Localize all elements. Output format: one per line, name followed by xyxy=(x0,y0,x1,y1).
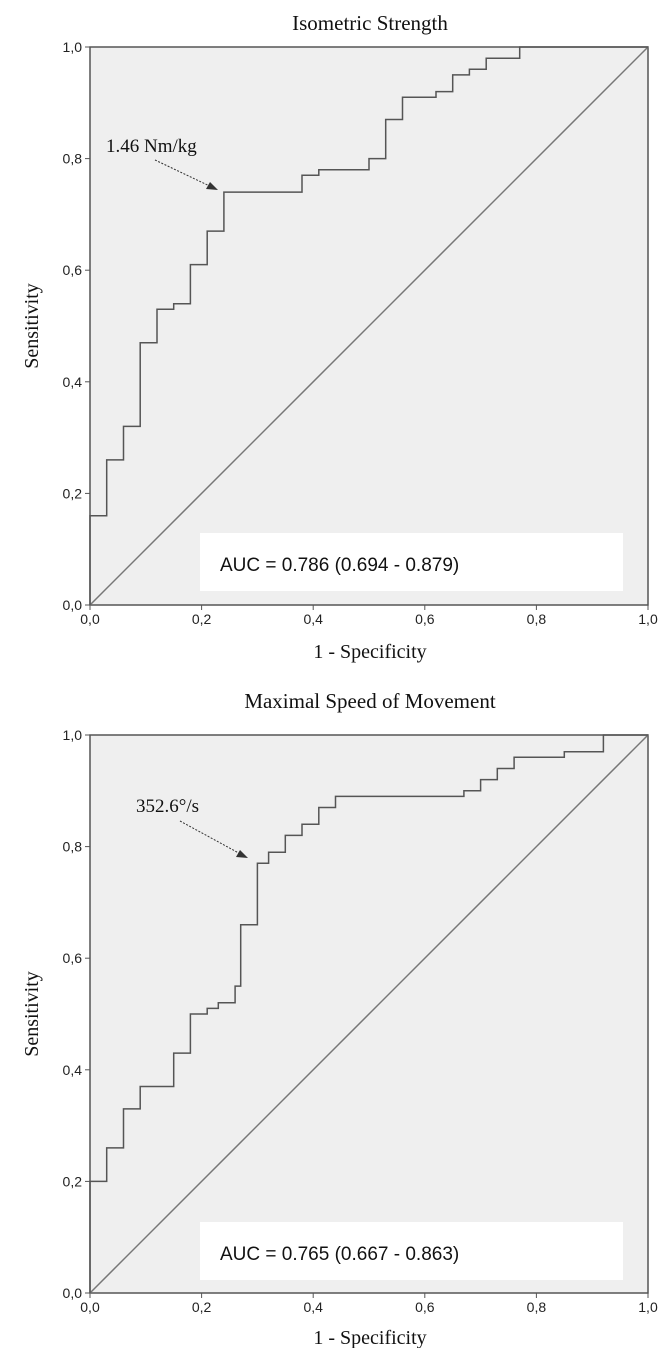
y-tick-label: 0,2 xyxy=(63,1173,83,1189)
x-tick-label: 0,8 xyxy=(527,611,547,627)
x-tick-label: 1,0 xyxy=(638,1299,658,1315)
chart-title: Maximal Speed of Movement xyxy=(244,689,496,713)
chart-title: Isometric Strength xyxy=(292,11,448,35)
y-tick-label: 1,0 xyxy=(63,39,83,55)
y-tick-label: 1,0 xyxy=(63,727,83,743)
x-axis-title: 1 - Specificity xyxy=(313,641,426,663)
arrow-head xyxy=(236,850,248,858)
reference-diagonal xyxy=(89,734,649,1294)
y-tick-label: 0,4 xyxy=(63,374,83,390)
y-tick-label: 0,6 xyxy=(63,262,83,278)
y-tick-label: 0,6 xyxy=(63,950,83,966)
roc-curve xyxy=(89,734,648,1293)
cutoff-annotation-label: 352.6°/s xyxy=(136,796,199,817)
auc-label: AUC = 0.765 (0.667 - 0.863) xyxy=(220,1244,459,1265)
x-tick-label: 0,8 xyxy=(527,1299,547,1315)
x-tick-label: 0,6 xyxy=(415,611,435,627)
x-axis-title: 1 - Specificity xyxy=(313,1327,426,1348)
y-tick-label: 0,4 xyxy=(63,1062,83,1078)
x-tick-label: 0,2 xyxy=(192,611,212,627)
cutoff-annotation-arrow xyxy=(154,159,217,190)
x-tick-label: 0,4 xyxy=(303,611,323,627)
x-tick-label: 1,0 xyxy=(638,611,658,627)
reference-diagonal xyxy=(89,46,649,606)
x-tick-label: 0,4 xyxy=(303,1299,323,1315)
arrow-head xyxy=(206,182,218,190)
roc-chart-maximal-speed-of-movement: Maximal Speed of Movement 0,0 0,2 0,4 0,6 0,… xyxy=(21,689,658,1348)
x-tick-label: 0,6 xyxy=(415,1299,435,1315)
y-tick-label: 0,2 xyxy=(63,485,83,501)
axis-ticks: 0,0 0,2 0,4 0,6 0,8 1,0 0,0 0,2 0,4 0,6 0,8 1,0 xyxy=(63,39,658,627)
y-axis-title: Sensitivity xyxy=(21,971,43,1057)
y-tick-label: 0,8 xyxy=(63,839,83,855)
x-tick-label: 0,0 xyxy=(80,1299,100,1315)
y-tick-label: 0,8 xyxy=(63,151,83,167)
x-tick-label: 0,2 xyxy=(192,1299,212,1315)
roc-curve xyxy=(89,46,648,605)
axis-ticks: 0,0 0,2 0,4 0,6 0,8 1,0 0,0 0,2 0,4 0,6 0,8 1,0 xyxy=(63,727,658,1315)
auc-label: AUC = 0.786 (0.694 - 0.879) xyxy=(220,555,459,576)
y-tick-label: 0,0 xyxy=(63,1285,83,1301)
x-tick-label: 0,0 xyxy=(80,611,100,627)
y-tick-label: 0,0 xyxy=(63,597,83,613)
auc-box xyxy=(200,533,623,591)
cutoff-annotation-label: 1.46 Nm/kg xyxy=(106,136,197,157)
auc-box xyxy=(200,1222,623,1280)
roc-chart-isometric-strength: Isometric Strength 0,0 0,2 0,4 0,6 0,8 1,00,0… xyxy=(21,11,658,663)
y-axis-title: Sensitivity xyxy=(21,283,43,369)
